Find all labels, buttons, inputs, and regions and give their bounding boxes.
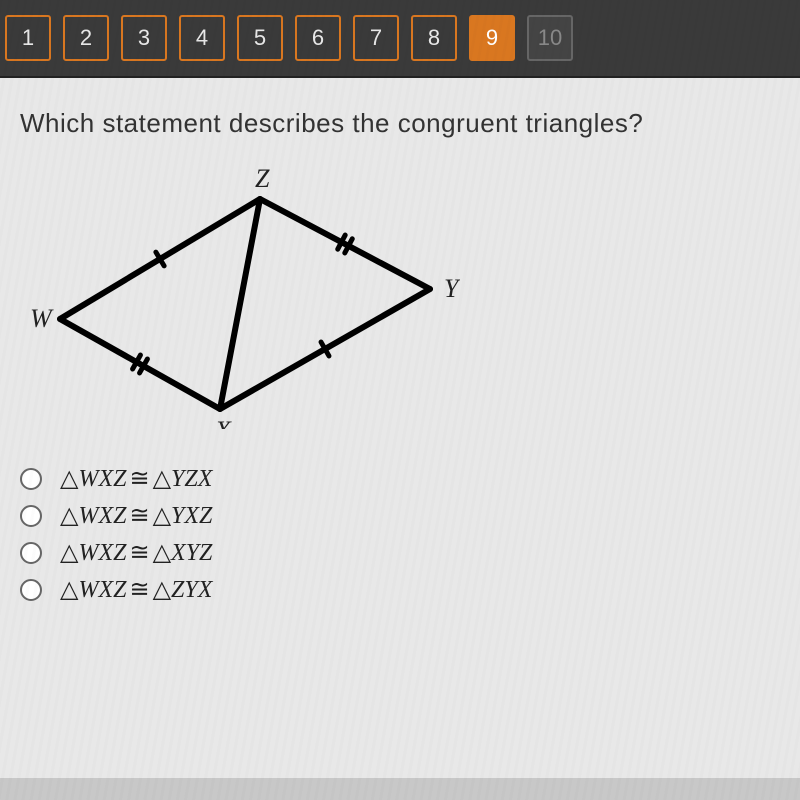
nav-question-1[interactable]: 1 <box>5 15 51 61</box>
option-label: △WXZ≅△ZYX <box>60 575 212 604</box>
option-label: △WXZ≅△YXZ <box>60 501 212 530</box>
nav-question-7[interactable]: 7 <box>353 15 399 61</box>
answer-options: △WXZ≅△YZX △WXZ≅△YXZ △WXZ≅△XYZ △WXZ≅△ZYX <box>20 464 780 604</box>
answer-option-2[interactable]: △WXZ≅△YXZ <box>20 501 780 530</box>
radio-button[interactable] <box>20 579 42 601</box>
nav-question-9[interactable]: 9 <box>469 15 515 61</box>
svg-text:Y: Y <box>444 274 460 303</box>
question-content: Which statement describes the congruent … <box>0 78 800 778</box>
nav-question-10[interactable]: 10 <box>527 15 573 61</box>
nav-question-2[interactable]: 2 <box>63 15 109 61</box>
diagram-svg: W Z X Y <box>20 169 460 429</box>
question-text: Which statement describes the congruent … <box>20 108 780 139</box>
option-label: △WXZ≅△YZX <box>60 464 212 493</box>
nav-question-3[interactable]: 3 <box>121 15 167 61</box>
nav-question-4[interactable]: 4 <box>179 15 225 61</box>
answer-option-1[interactable]: △WXZ≅△YZX <box>20 464 780 493</box>
svg-text:Z: Z <box>255 169 270 193</box>
nav-question-6[interactable]: 6 <box>295 15 341 61</box>
radio-button[interactable] <box>20 542 42 564</box>
radio-button[interactable] <box>20 505 42 527</box>
svg-text:X: X <box>214 416 232 429</box>
option-label: △WXZ≅△XYZ <box>60 538 212 567</box>
svg-text:W: W <box>30 304 54 333</box>
answer-option-4[interactable]: △WXZ≅△ZYX <box>20 575 780 604</box>
nav-question-8[interactable]: 8 <box>411 15 457 61</box>
question-nav: 123456789 10 <box>0 0 800 78</box>
triangle-diagram: W Z X Y <box>20 169 780 434</box>
answer-option-3[interactable]: △WXZ≅△XYZ <box>20 538 780 567</box>
nav-question-5[interactable]: 5 <box>237 15 283 61</box>
radio-button[interactable] <box>20 468 42 490</box>
